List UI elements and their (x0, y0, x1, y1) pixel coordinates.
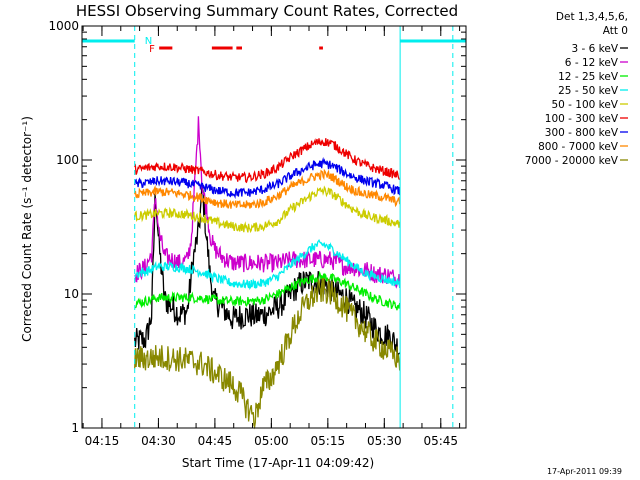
series-line-3-6-kev (134, 186, 401, 360)
y-tick-label: 10 (64, 287, 79, 301)
series-line-6-12-kev (134, 116, 401, 289)
series-line-12-25-kev (134, 270, 401, 311)
legend: Det 1,3,4,5,6, Att 0 3 - 6 keV 6 - 12 keV 12… (525, 11, 628, 167)
legend-entry-label: 25 - 50 keV (558, 85, 619, 97)
series-line-800-7000-kev (134, 168, 401, 209)
y-tick-label: 1000 (48, 19, 79, 33)
axes: 1 10 100 1000 04:15 04:30 04:45 05:00 05:15 05:30… (48, 19, 467, 448)
night-label: N (145, 36, 152, 47)
plot-frame (81, 25, 467, 429)
chart-title: HESSI Observing Summary Count Rates, Cor… (76, 2, 458, 20)
legend-entry-label: 7000 - 20000 keV (525, 155, 619, 167)
legend-header-line: Att 0 (603, 25, 628, 37)
x-tick-label: 05:30 (367, 434, 402, 448)
x-tick-label: 05:15 (311, 434, 346, 448)
series-line-100-300-kev (134, 138, 401, 184)
flare-flag-label: F (149, 44, 155, 55)
legend-entry-label: 300 - 800 keV (545, 127, 619, 139)
x-tick-label: 04:15 (85, 434, 120, 448)
y-tick-label: 1 (71, 421, 79, 435)
series-line-50-100-kev (134, 185, 401, 234)
y-axis-label: Corrected Count Rate (s⁻¹ detector⁻¹) (20, 116, 34, 342)
x-tick-label: 04:30 (141, 434, 176, 448)
footer-timestamp: 17-Apr-2011 09:39 (547, 467, 622, 476)
legend-entry-label: 800 - 7000 keV (538, 141, 619, 153)
legend-entry-label: 100 - 300 keV (545, 113, 619, 125)
plot-area: NF (81, 26, 466, 430)
x-tick-label: 05:00 (254, 434, 289, 448)
x-tick-label: 05:45 (423, 434, 458, 448)
legend-entry-label: 12 - 25 keV (558, 71, 619, 83)
series-line-7000-20000-kev (134, 278, 401, 430)
legend-header-line: Det 1,3,4,5,6, (556, 11, 628, 23)
legend-entry-label: 50 - 100 keV (551, 99, 618, 111)
legend-entry-label: 6 - 12 keV (565, 57, 619, 69)
x-tick-label: 04:45 (198, 434, 233, 448)
series-line-300-800-kev (134, 156, 401, 200)
y-tick-label: 100 (56, 153, 79, 167)
series-line-25-50-kev (134, 239, 401, 291)
legend-entry-label: 3 - 6 keV (571, 43, 618, 55)
x-axis-label: Start Time (17-Apr-11 04:09:42) (182, 456, 374, 470)
